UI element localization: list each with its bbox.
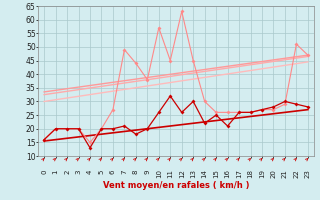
X-axis label: Vent moyen/en rafales ( km/h ): Vent moyen/en rafales ( km/h )	[103, 181, 249, 190]
